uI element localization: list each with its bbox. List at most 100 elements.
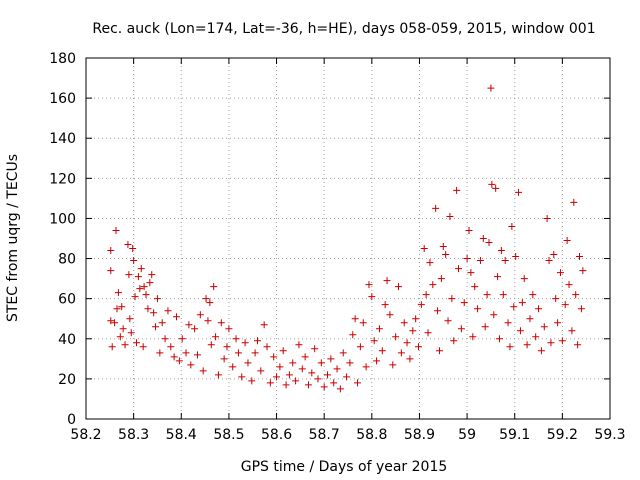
data-point (144, 305, 152, 313)
data-point (317, 359, 325, 367)
data-point (210, 283, 218, 291)
data-point (554, 319, 562, 327)
data-point (392, 333, 400, 341)
data-point (386, 311, 394, 319)
data-point (501, 257, 509, 265)
data-point (139, 343, 147, 351)
data-point (270, 353, 278, 361)
data-point (397, 349, 405, 357)
data-point (481, 323, 489, 331)
data-point (424, 329, 432, 337)
data-point (471, 283, 479, 291)
data-point (574, 341, 582, 349)
data-point (257, 367, 265, 375)
data-point (206, 299, 214, 307)
data-point (191, 325, 199, 333)
data-point (142, 291, 150, 299)
data-point (193, 351, 201, 359)
data-point (232, 335, 240, 343)
data-point (362, 363, 370, 371)
data-point (150, 309, 158, 317)
data-point (295, 341, 303, 349)
data-point (508, 222, 516, 230)
data-point (346, 359, 354, 367)
data-point (175, 357, 183, 365)
data-point (412, 315, 420, 323)
data-point (266, 379, 274, 387)
data-point (304, 381, 312, 389)
data-point (368, 293, 376, 301)
data-point (260, 321, 268, 329)
data-point (111, 319, 119, 327)
data-point (112, 226, 120, 234)
data-point (121, 341, 129, 349)
data-point (561, 301, 569, 309)
data-point (540, 323, 548, 331)
data-point (442, 251, 450, 259)
data-point (370, 337, 378, 345)
data-point (455, 265, 463, 273)
data-point (383, 277, 391, 285)
data-point (488, 180, 496, 188)
data-point (214, 371, 222, 379)
data-point (356, 343, 364, 351)
data-point (107, 317, 115, 325)
data-point (426, 259, 434, 267)
data-point (217, 319, 225, 327)
data-point (113, 305, 121, 313)
data-point (118, 303, 126, 311)
data-point (253, 337, 261, 345)
y-axis-label: STEC from uqrg / TECUs (5, 154, 21, 322)
chart-title: Rec. auck (Lon=174, Lat=-36, h=HE), days… (92, 21, 595, 37)
x-tick-label: 58.8 (356, 427, 387, 443)
data-point (330, 379, 338, 387)
data-marks (107, 84, 587, 393)
data-point (420, 245, 428, 253)
data-point (429, 281, 437, 289)
data-point (497, 247, 505, 255)
y-tick-label: 0 (67, 412, 76, 428)
data-point (129, 245, 137, 253)
x-tick-label: 58.3 (118, 427, 149, 443)
data-point (212, 333, 220, 341)
data-point (474, 305, 482, 313)
data-point (381, 301, 389, 309)
data-point (450, 337, 458, 345)
x-tick-label: 58.4 (166, 427, 197, 443)
data-point (126, 315, 134, 323)
data-point (167, 343, 175, 351)
data-point (543, 214, 551, 222)
data-point (134, 273, 142, 281)
data-point (343, 373, 351, 381)
data-point (279, 347, 287, 355)
data-point (415, 343, 423, 351)
data-point (125, 271, 133, 279)
data-point (285, 371, 293, 379)
data-point (107, 267, 115, 275)
data-point (479, 235, 487, 242)
data-point (510, 303, 518, 311)
data-point (576, 253, 584, 261)
data-point (432, 204, 440, 212)
y-tick-labels: 0 20 40 60 80 100 120 140 160 180 (49, 51, 76, 428)
data-point (185, 321, 193, 329)
data-point (202, 295, 210, 303)
data-point (220, 355, 228, 363)
data-point (349, 331, 357, 339)
data-point (520, 275, 528, 283)
data-point (506, 343, 514, 351)
data-point (292, 377, 300, 385)
y-tick-label: 60 (58, 292, 76, 308)
data-point (336, 385, 344, 393)
data-point (446, 212, 454, 220)
data-point (490, 311, 498, 319)
data-point (394, 283, 402, 291)
data-point (223, 343, 231, 351)
data-point (276, 363, 284, 371)
data-point (324, 371, 332, 379)
data-point (556, 269, 564, 277)
data-point (107, 247, 115, 255)
x-tick-label: 59.2 (547, 427, 578, 443)
data-point (146, 279, 154, 287)
data-point (523, 341, 531, 349)
